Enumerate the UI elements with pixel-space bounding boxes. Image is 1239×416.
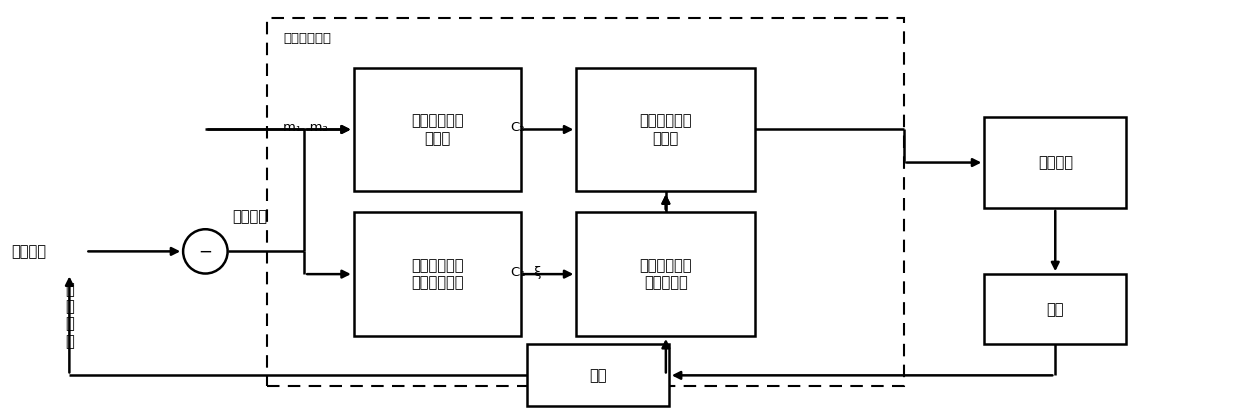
Text: 罗经: 罗经 xyxy=(589,368,607,383)
Text: 实际观测器设
计模块: 实际观测器设 计模块 xyxy=(639,113,693,146)
Bar xyxy=(353,212,520,336)
Text: 实
际
航
向: 实 际 航 向 xyxy=(64,282,74,349)
Text: C₁  ξ: C₁ ξ xyxy=(510,265,541,279)
Bar xyxy=(984,117,1126,208)
Bar xyxy=(527,344,669,406)
Text: 船舰航向追踪
误差转换模块: 船舰航向追踪 误差转换模块 xyxy=(411,258,463,290)
Text: 中间虚拟控制
器设计模块: 中间虚拟控制 器设计模块 xyxy=(639,258,693,290)
Text: C₂: C₂ xyxy=(510,121,525,134)
Bar xyxy=(576,212,756,336)
Text: m₁  m₂: m₁ m₂ xyxy=(284,121,328,134)
Text: 航向误差: 航向误差 xyxy=(233,209,268,224)
Bar xyxy=(576,67,756,191)
Text: 船舰: 船舰 xyxy=(1047,302,1064,317)
Text: 期望航向: 期望航向 xyxy=(11,244,46,259)
Text: 控制算法模块: 控制算法模块 xyxy=(284,32,331,45)
Text: 状态观测器设
计模块: 状态观测器设 计模块 xyxy=(411,113,463,146)
Bar xyxy=(984,274,1126,344)
Text: 舵机及舵: 舵机及舵 xyxy=(1038,155,1073,170)
Bar xyxy=(353,67,520,191)
Ellipse shape xyxy=(183,229,228,274)
Bar xyxy=(268,18,903,386)
Text: −: − xyxy=(198,243,212,260)
